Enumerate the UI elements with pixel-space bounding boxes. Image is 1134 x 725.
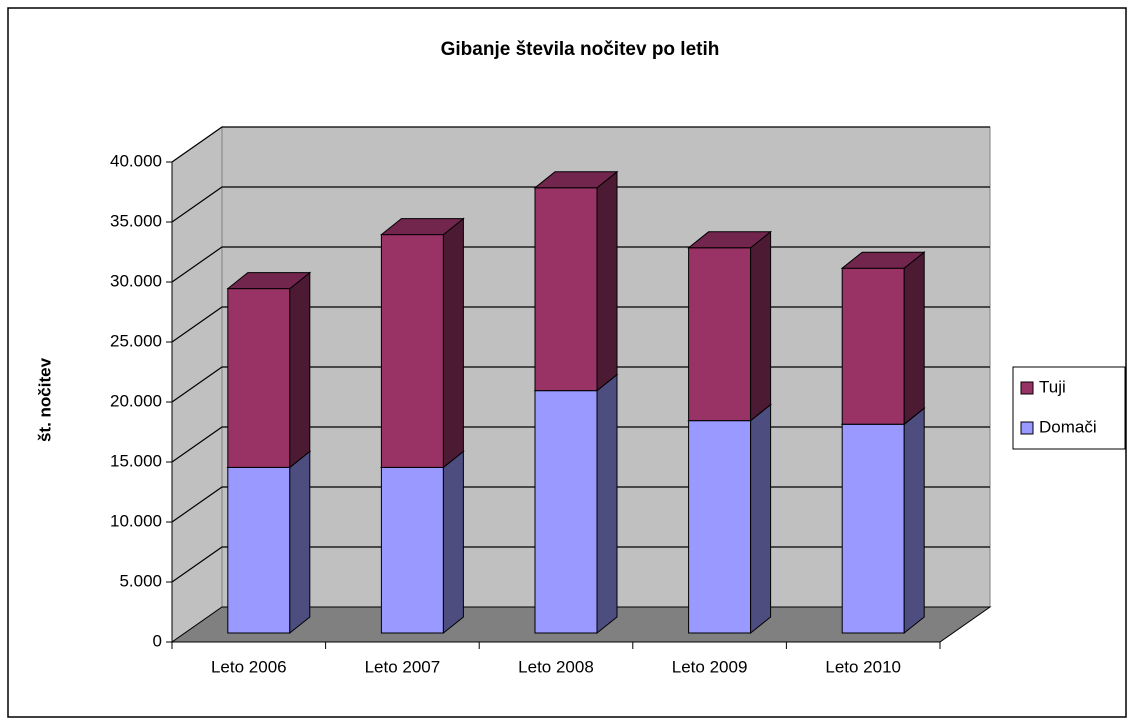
y-tick-label: 35.000: [110, 211, 162, 230]
y-tick-label: 20.000: [110, 391, 162, 410]
y-tick-label: 25.000: [110, 331, 162, 350]
bar-front: [227, 288, 291, 468]
bar-front: [841, 267, 905, 425]
bar-front: [380, 234, 444, 468]
bar-side: [442, 450, 464, 635]
y-tick-label: 5.000: [119, 571, 162, 590]
legend-swatch: [1020, 381, 1034, 395]
y-tick-label: 15.000: [110, 451, 162, 470]
bar-front: [534, 390, 598, 634]
bar-front: [227, 466, 291, 634]
x-tick-label: Leto 2006: [211, 657, 287, 676]
bar-side: [750, 230, 772, 422]
y-tick-label: 0: [153, 631, 162, 650]
y-tick-label: 40.000: [110, 151, 162, 170]
y-tick-label: 30.000: [110, 271, 162, 290]
grid-line: [171, 126, 990, 163]
bar-top: [840, 251, 926, 269]
bar-side: [289, 450, 311, 635]
bar-front: [841, 423, 905, 634]
bar-front: [380, 466, 444, 634]
legend-swatch: [1020, 421, 1034, 435]
y-axis-label: št. nočitev: [35, 357, 54, 442]
bar-side: [903, 407, 925, 635]
chart-title: Gibanje števila nočitev po letih: [441, 39, 720, 60]
bar-side: [596, 170, 618, 392]
legend-box: [1012, 366, 1126, 450]
legend-label: Tuji: [1039, 377, 1066, 396]
x-tick-label: Leto 2008: [518, 657, 594, 676]
bar-side: [596, 373, 618, 635]
bar-front: [688, 420, 752, 634]
bar-front: [534, 187, 598, 392]
bar-side: [750, 403, 772, 635]
x-tick-label: Leto 2007: [365, 657, 441, 676]
bar-front: [688, 247, 752, 422]
x-tick-label: Leto 2009: [672, 657, 748, 676]
x-tick-label: Leto 2010: [825, 657, 901, 676]
bar-top: [226, 272, 312, 290]
bar-top: [379, 218, 465, 236]
bar-side: [442, 217, 464, 469]
bar-side: [289, 271, 311, 469]
grid-line: [171, 186, 990, 223]
bar-side: [903, 251, 925, 426]
legend-label: Domači: [1039, 417, 1097, 436]
y-tick-label: 10.000: [110, 511, 162, 530]
bar-top: [687, 231, 773, 249]
bar-top: [533, 171, 619, 189]
